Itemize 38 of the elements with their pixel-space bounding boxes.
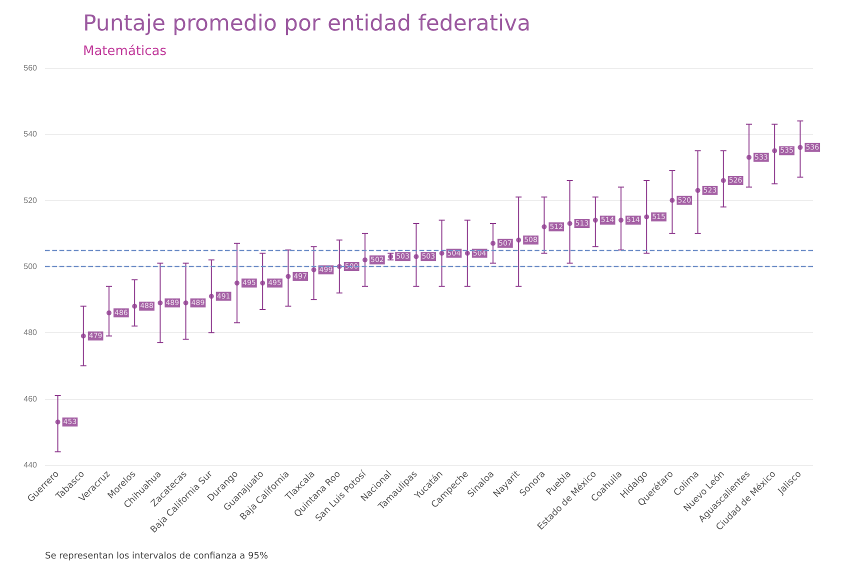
chart-subtitle: Matemáticas [83,44,167,59]
chart-title: Puntaje promedio por entidad federativa [83,12,531,36]
point [234,280,240,286]
point [618,218,624,223]
point [132,304,138,309]
text: Se representan los intervalos de confianza a 95% [45,552,268,562]
point [772,148,778,154]
point [720,178,726,183]
point [670,198,675,203]
y-tick-label: 480 [24,328,38,338]
point [516,238,522,243]
y-tick-label: 440 [24,460,38,470]
point [183,300,188,306]
point [106,310,112,316]
point [644,214,650,220]
y-tick-label: 560 [24,64,38,72]
point [490,240,496,246]
point [362,257,368,262]
point [542,224,547,230]
point [464,250,470,256]
point [55,419,60,424]
point [439,250,444,256]
point [80,333,86,338]
y-tick-label: 540 [24,130,38,139]
y-tick-label: 500 [24,262,38,271]
y-tick-label: 520 [24,196,38,205]
point [567,220,572,226]
point [158,300,163,306]
point [592,218,598,223]
point [798,144,803,150]
point [208,294,214,299]
point [695,188,700,193]
point [746,154,752,160]
y-tick-label: 460 [24,394,38,404]
point [286,274,291,279]
point [311,267,316,272]
point [260,280,266,286]
point [414,254,419,260]
